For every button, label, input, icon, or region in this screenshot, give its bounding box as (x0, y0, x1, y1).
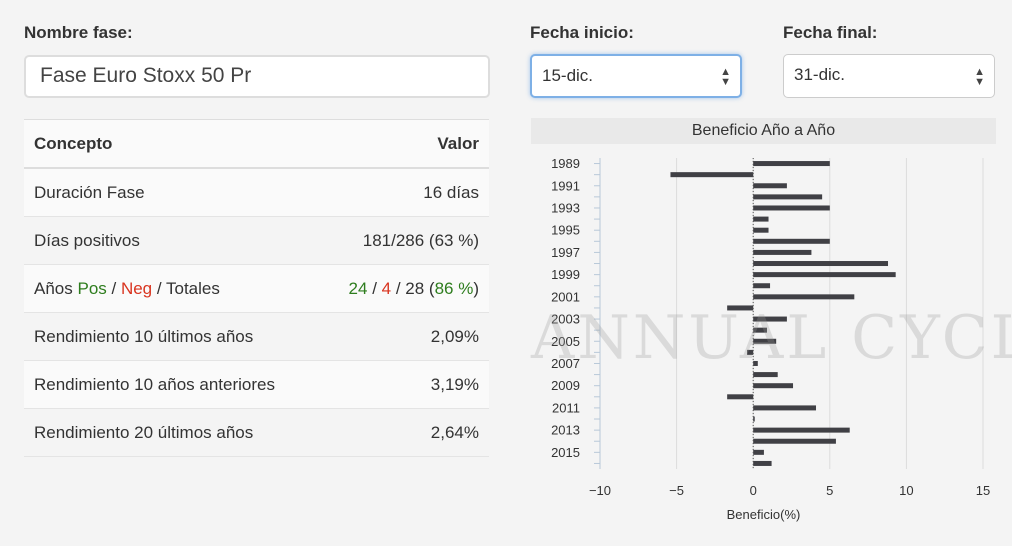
y-tick-label: 1989 (551, 156, 580, 171)
total-count: / 28 ( (391, 278, 435, 298)
start-date-value: 15-dic. (542, 66, 594, 85)
table-row: Años Pos / Neg / Totales 24 / 4 / 28 (86… (24, 264, 489, 313)
bar (753, 316, 787, 322)
bar (753, 216, 769, 222)
bar (753, 227, 769, 233)
bar (753, 249, 812, 255)
end-date-value: 31-dic. (794, 65, 846, 84)
bar (753, 416, 755, 422)
table-row: Días positivos 181/286 (63 %) (24, 216, 489, 265)
x-tick-label: 10 (899, 483, 913, 498)
bar (753, 460, 772, 466)
select-arrows-icon: ▲ ▼ (720, 66, 731, 88)
bar (753, 327, 767, 333)
pos-count: 24 (348, 278, 368, 298)
row-concept: Rendimiento 10 años anteriores (24, 360, 319, 409)
chart-title: Beneficio Año a Año (531, 118, 996, 144)
x-tick-label: −5 (669, 483, 684, 498)
row-value: 24 / 4 / 28 (86 %) (318, 264, 489, 313)
bar (753, 183, 787, 189)
totals-label: / Totales (152, 278, 220, 298)
neg-label: Neg (120, 278, 153, 298)
y-tick-label: 1993 (551, 200, 580, 215)
x-tick-label: −10 (589, 483, 611, 498)
bar (753, 438, 836, 444)
bar (753, 360, 758, 366)
y-tick-label: 1991 (551, 178, 580, 193)
bar (753, 372, 778, 378)
bar (753, 238, 830, 244)
separator: / (106, 278, 121, 298)
x-axis-label: Beneficio(%) (727, 507, 801, 522)
y-tick-label: 2013 (551, 423, 580, 438)
start-date-label: Fecha inicio: (530, 23, 634, 42)
bar (753, 205, 830, 211)
row-value: 2,64% (318, 408, 489, 457)
table-row: Duración Fase 16 días (24, 168, 489, 217)
end-date-select[interactable]: 31-dic. ▲ ▼ (783, 54, 995, 98)
header-concept: Concepto (24, 119, 319, 169)
y-tick-label: 2011 (552, 400, 580, 415)
row-concept: Años Pos / Neg / Totales (24, 264, 319, 313)
bar (753, 449, 764, 455)
bar (753, 261, 889, 267)
start-date-select[interactable]: 15-dic. ▲ ▼ (530, 54, 742, 98)
bar (753, 405, 817, 411)
select-arrows-icon: ▲ ▼ (974, 66, 985, 88)
phase-name-label: Nombre fase: (24, 23, 133, 42)
y-tick-label: 2003 (551, 312, 580, 327)
bar (753, 272, 896, 278)
y-tick-label: 2007 (551, 356, 580, 371)
bar (753, 283, 771, 289)
table-row: Rendimiento 10 últimos años 2,09% (24, 312, 489, 361)
row-concept: Rendimiento 10 últimos años (24, 312, 319, 361)
y-tick-label: 1995 (551, 223, 580, 238)
y-tick-label: 1999 (551, 267, 580, 282)
row-value: 181/286 (63 %) (318, 216, 489, 265)
separator: / (367, 278, 382, 298)
close-paren: ) (473, 278, 479, 298)
table-row: Rendimiento 20 últimos años 2,64% (24, 408, 489, 457)
stats-table: Concepto Valor Duración Fase 16 días Día… (24, 119, 489, 457)
phase-name-input[interactable]: Fase Euro Stoxx 50 Pr (24, 55, 490, 98)
pos-label: Pos (77, 278, 107, 298)
bar (753, 161, 830, 167)
end-date-label: Fecha final: (783, 23, 878, 42)
x-tick-label: 5 (826, 483, 833, 498)
x-tick-label: 0 (750, 483, 757, 498)
y-tick-label: 2015 (551, 445, 580, 460)
years-prefix: Años (34, 278, 78, 298)
bar (753, 427, 850, 433)
table-header-row: Concepto Valor (24, 119, 489, 169)
bar (753, 338, 777, 344)
row-concept: Duración Fase (24, 168, 319, 217)
y-tick-label: 2005 (551, 334, 580, 349)
row-value: 2,09% (318, 312, 489, 361)
header-value: Valor (318, 119, 489, 169)
row-concept: Rendimiento 20 últimos años (24, 408, 319, 457)
bar (753, 194, 823, 200)
x-tick-label: 15 (976, 483, 990, 498)
row-value: 16 días (318, 168, 489, 217)
bar (747, 349, 754, 355)
bar-chart: 1989 1991 1993 1995 1997 1999 2001 2003 2005 2007… (551, 156, 990, 522)
pos-percent: 86 % (434, 278, 474, 298)
y-tick-label: 1997 (551, 245, 580, 260)
table-row: Rendimiento 10 años anteriores 3,19% (24, 360, 489, 409)
bar (753, 294, 855, 300)
y-tick-label: 2001 (551, 289, 580, 304)
bar (727, 394, 754, 400)
row-value: 3,19% (318, 360, 489, 409)
bar (670, 172, 754, 178)
row-concept: Días positivos (24, 216, 319, 265)
neg-count: 4 (381, 278, 392, 298)
bar (753, 383, 794, 389)
bar (727, 305, 754, 311)
y-tick-label: 2009 (551, 378, 580, 393)
